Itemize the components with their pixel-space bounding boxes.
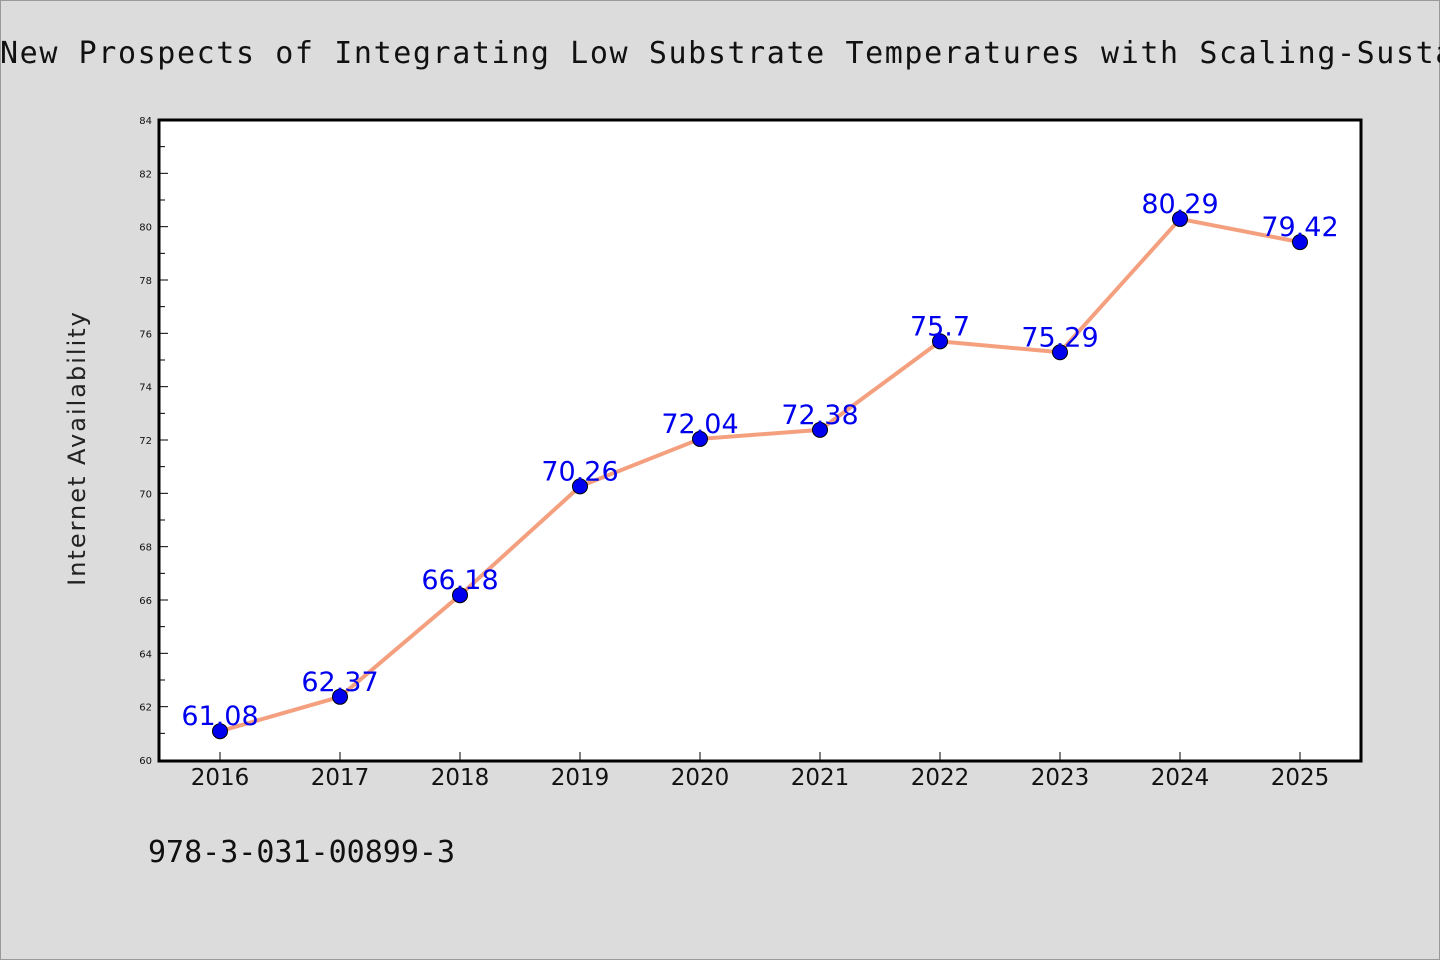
data-label: 70.26 (541, 456, 618, 487)
data-point (212, 723, 228, 740)
x-tick-label: 2021 (791, 765, 850, 791)
y-tick-label: 60 (139, 756, 152, 767)
y-tick-label: 64 (139, 649, 152, 660)
y-tick-label: 78 (139, 276, 152, 287)
x-tick-label: 2024 (1151, 765, 1210, 791)
data-point (332, 688, 348, 705)
x-tick-label: 2022 (911, 765, 970, 791)
data-point (692, 430, 708, 447)
x-tick-label: 2018 (431, 765, 490, 791)
y-tick-label: 84 (139, 116, 152, 127)
x-tick-label: 2025 (1271, 765, 1330, 791)
data-label: 75.29 (1021, 322, 1098, 353)
data-point (572, 478, 588, 495)
y-tick-label: 68 (139, 543, 152, 554)
y-axis-ticks: 60 62 64 66 68 70 72 74 76 78 80 82 84 (139, 116, 168, 767)
x-axis-ticks: 2016 2017 2018 2019 2020 2021 2022 2023 2024 2025 (191, 752, 1330, 791)
isbn-label: 978-3-031-00899-3 (148, 835, 456, 870)
y-tick-label: 76 (139, 329, 152, 340)
data-point (812, 421, 828, 438)
y-tick-label: 62 (139, 703, 152, 714)
y-tick-label: 74 (139, 383, 152, 394)
x-tick-label: 2023 (1031, 765, 1090, 791)
data-label: 80.29 (1141, 189, 1218, 220)
data-point (1052, 344, 1068, 361)
series-line (219, 216, 1301, 734)
data-point (1292, 234, 1308, 251)
data-label: 66.18 (421, 565, 498, 596)
x-tick-label: 2019 (551, 765, 610, 791)
data-point (452, 587, 468, 604)
chart-title: New Prospects of Integrating Low Substra… (0, 36, 1440, 71)
x-tick-label: 2017 (311, 765, 370, 791)
y-tick-label: 72 (139, 436, 152, 447)
data-label: 62.37 (301, 667, 378, 698)
series-layer: 61.08 62.37 66.18 70.26 72.04 72.38 75.7 75.29 8… (181, 189, 1339, 740)
y-tick-label: 82 (139, 169, 152, 180)
data-point (932, 333, 948, 350)
data-label: 72.38 (781, 400, 858, 431)
y-tick-label: 70 (139, 489, 152, 500)
data-label: 79.42 (1261, 212, 1338, 243)
y-axis-title: Internet Availability (63, 310, 91, 586)
plot-area (157, 118, 1363, 763)
y-tick-label: 66 (139, 596, 152, 607)
data-point (1172, 210, 1188, 227)
x-tick-label: 2016 (191, 765, 250, 791)
x-tick-label: 2020 (671, 765, 730, 791)
data-label: 61.08 (181, 701, 258, 732)
y-tick-label: 80 (139, 223, 152, 234)
data-label: 75.7 (910, 311, 970, 342)
data-label: 72.04 (661, 409, 738, 440)
